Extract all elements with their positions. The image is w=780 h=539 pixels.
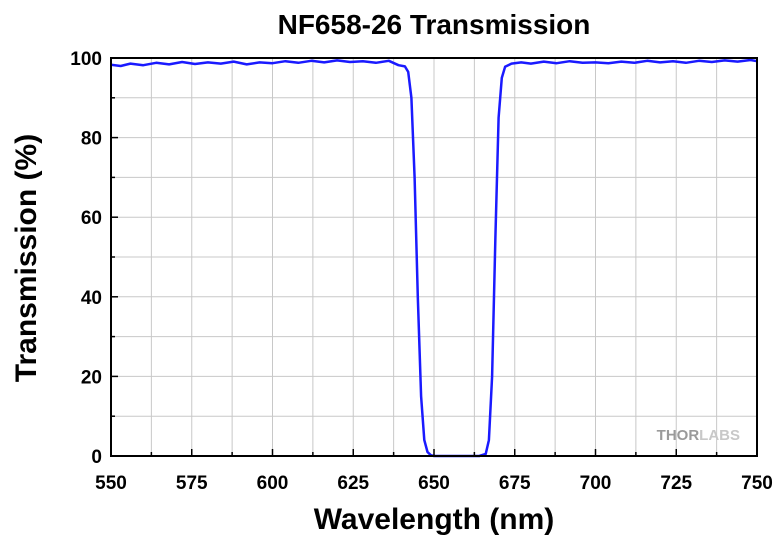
chart-title: NF658-26 Transmission <box>278 9 591 40</box>
y-tick-label: 80 <box>81 129 102 150</box>
x-tick-label: 675 <box>499 473 531 494</box>
x-tick-label: 575 <box>176 473 208 494</box>
x-axis-label: Wavelength (nm) <box>314 503 555 536</box>
x-tick-label: 600 <box>257 473 289 494</box>
x-tick-label: 750 <box>741 473 773 494</box>
watermark-part1: THOR <box>657 427 700 444</box>
y-tick-label: 100 <box>70 49 102 70</box>
grid <box>111 58 757 456</box>
y-tick-label: 0 <box>91 447 102 468</box>
x-tick-label: 550 <box>95 473 127 494</box>
ticks <box>110 57 758 457</box>
x-tick-label: 650 <box>418 473 450 494</box>
x-tick-label: 725 <box>660 473 692 494</box>
x-tick-label: 700 <box>580 473 612 494</box>
tick-labels: 550 575 600 625 650 675 700 725 750 0 20 40 60 80 100 <box>70 49 773 494</box>
y-tick-label: 40 <box>81 288 102 309</box>
x-tick-label: 625 <box>337 473 369 494</box>
y-axis-label: Transmission (%) <box>10 134 43 382</box>
thorlabs-watermark: THORLABS <box>657 427 740 444</box>
watermark-part2: LABS <box>699 427 740 444</box>
y-tick-label: 60 <box>81 208 102 229</box>
y-tick-label: 20 <box>81 367 102 388</box>
